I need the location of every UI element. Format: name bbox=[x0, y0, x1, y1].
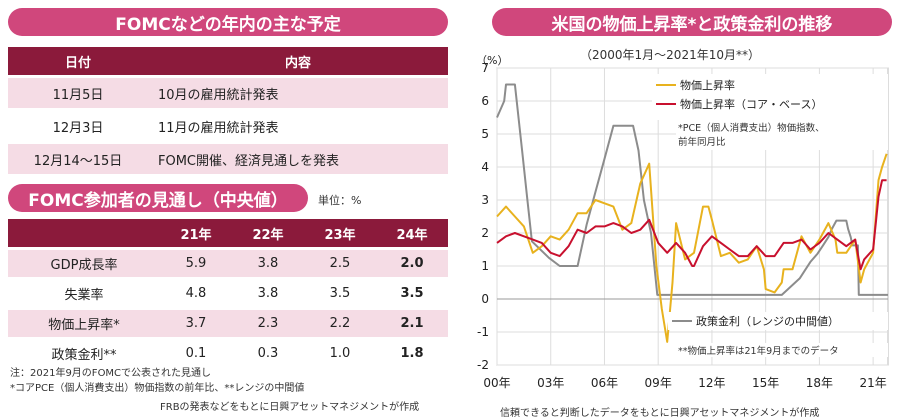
forecast-value: 0.1 bbox=[160, 340, 232, 367]
legend-bottom: 政策金利（レンジの中間値） bbox=[668, 312, 888, 330]
forecast-value: 2.1 bbox=[376, 310, 448, 337]
footnote-2: *コアPCE（個人消費支出）物価指数の前年比、**レンジの中間値 bbox=[10, 383, 305, 394]
series-layer bbox=[496, 83, 888, 343]
y-tick-label: 7 bbox=[481, 61, 489, 75]
chart-subtitle: （2000年1月～2021年10月**） bbox=[580, 48, 760, 62]
forecast-value: 3.5 bbox=[304, 280, 376, 307]
forecast-header-year: 23年 bbox=[304, 219, 376, 247]
forecast-label: 政策金利** bbox=[8, 340, 160, 367]
forecast-unit: 単位：% bbox=[318, 194, 362, 207]
y-tick-label: -1 bbox=[477, 325, 489, 339]
y-tick-label: 1 bbox=[481, 259, 489, 273]
series-line-core bbox=[496, 179, 887, 271]
chart-title: 米国の物価上昇率*と政策金利の推移 bbox=[551, 14, 833, 35]
x-tick-label: 00年 bbox=[483, 376, 510, 390]
schedule-table: 日付 内容 11月5日 10月の雇用統計発表 12月3日 11月の雇用統計発表 … bbox=[8, 44, 448, 177]
y-tick-label: 3 bbox=[481, 193, 489, 207]
forecast-value: 2.3 bbox=[232, 310, 304, 337]
legend-top: 物価上昇率 物価上昇率（コア・ベース） bbox=[652, 74, 888, 120]
schedule-header-row: 日付 内容 bbox=[8, 47, 448, 75]
forecast-value: 2.0 bbox=[376, 250, 448, 277]
plot-frame bbox=[496, 67, 889, 366]
forecast-value: 1.0 bbox=[304, 340, 376, 367]
forecast-value: 2.5 bbox=[304, 250, 376, 277]
forecast-header-year: 22年 bbox=[232, 219, 304, 247]
forecast-label: GDP成長率 bbox=[8, 250, 160, 277]
grid-layer bbox=[496, 67, 889, 366]
forecast-header-year: 24年 bbox=[376, 219, 448, 247]
chart-source: 信頼できると判断したデータをもとに日興アセットマネジメントが作成 bbox=[500, 408, 820, 419]
forecast-table: 21年 22年 23年 24年 GDP成長率 5.9 3.8 2.5 2.0 失… bbox=[8, 216, 448, 370]
y-axis-unit: （%） bbox=[476, 54, 508, 67]
schedule-title: FOMCなどの年内の主な予定 bbox=[115, 14, 341, 35]
y-tick-label: 5 bbox=[481, 127, 489, 141]
table-row: 政策金利** 0.1 0.3 1.0 1.8 bbox=[8, 340, 448, 367]
annotation-line-2: 前年同月比 bbox=[678, 136, 726, 148]
table-row: 失業率 4.8 3.8 3.5 3.5 bbox=[8, 280, 448, 307]
axis-layer: -2 -1 0 1 2 3 4 5 6 7 00年 03年 06年 09年 12年 15年 18年 21年 bbox=[477, 61, 887, 390]
x-tick-label: 03年 bbox=[537, 376, 564, 390]
table-row: GDP成長率 5.9 3.8 2.5 2.0 bbox=[8, 250, 448, 277]
forecast-header-year: 21年 bbox=[160, 219, 232, 247]
schedule-content: 11月の雇用統計発表 bbox=[148, 111, 448, 141]
schedule-content: FOMC開催、経済見通しを発表 bbox=[148, 144, 448, 174]
forecast-header-blank bbox=[8, 219, 160, 247]
forecast-value: 3.8 bbox=[232, 280, 304, 307]
schedule-date: 12月14～15日 bbox=[8, 144, 148, 174]
annotation-pce: *PCE（個人消費支出）物価指数、 前年同月比 bbox=[676, 120, 888, 150]
y-tick-label: -2 bbox=[477, 358, 489, 372]
legend-label-rate: 政策金利（レンジの中間値） bbox=[696, 314, 839, 328]
forecast-label: 物価上昇率* bbox=[8, 310, 160, 337]
x-tick-label: 06年 bbox=[591, 376, 618, 390]
left-source: FRBの発表などをもとに日興アセットマネジメントが作成 bbox=[160, 402, 420, 413]
schedule-content: 10月の雇用統計発表 bbox=[148, 78, 448, 108]
y-tick-label: 2 bbox=[481, 226, 489, 240]
forecast-title-banner: FOMC参加者の見通し（中央値） bbox=[8, 184, 308, 212]
forecast-value: 1.8 bbox=[376, 340, 448, 367]
series-line-price bbox=[496, 153, 888, 343]
x-tick-label: 18年 bbox=[806, 376, 833, 390]
x-tick-label: 09年 bbox=[645, 376, 672, 390]
forecast-value: 3.8 bbox=[232, 250, 304, 277]
y-tick-label: 4 bbox=[481, 160, 489, 174]
y-tick-label: 0 bbox=[481, 292, 489, 306]
x-tick-label: 15年 bbox=[752, 376, 779, 390]
schedule-title-banner: FOMCなどの年内の主な予定 bbox=[8, 8, 448, 36]
forecast-value: 3.7 bbox=[160, 310, 232, 337]
footnote-1: 注：2021年9月のFOMCで公表された見通し bbox=[10, 368, 212, 379]
forecast-value: 2.2 bbox=[304, 310, 376, 337]
forecast-label: 失業率 bbox=[8, 280, 160, 307]
table-row: 物価上昇率* 3.7 2.3 2.2 2.1 bbox=[8, 310, 448, 337]
x-tick-label: 21年 bbox=[859, 376, 886, 390]
forecast-title: FOMC参加者の見通し（中央値） bbox=[28, 190, 288, 211]
annotation-data-note: **物価上昇率は21年9月までのデータ bbox=[678, 345, 839, 357]
table-row: 12月14～15日 FOMC開催、経済見通しを発表 bbox=[8, 144, 448, 174]
schedule-date: 12月3日 bbox=[8, 111, 148, 141]
legend-label-core: 物価上昇率（コア・ベース） bbox=[680, 97, 822, 111]
series-line-policy-rate bbox=[496, 83, 888, 296]
forecast-value: 3.5 bbox=[376, 280, 448, 307]
table-row: 11月5日 10月の雇用統計発表 bbox=[8, 78, 448, 108]
forecast-value: 0.3 bbox=[232, 340, 304, 367]
table-row: 12月3日 11月の雇用統計発表 bbox=[8, 111, 448, 141]
forecast-value: 5.9 bbox=[160, 250, 232, 277]
x-tick-label: 12年 bbox=[698, 376, 725, 390]
forecast-header-row: 21年 22年 23年 24年 bbox=[8, 219, 448, 247]
annotation-line-1: *PCE（個人消費支出）物価指数、 bbox=[678, 122, 825, 134]
legend-label-price: 物価上昇率 bbox=[680, 78, 735, 92]
y-tick-label: 6 bbox=[481, 94, 489, 108]
schedule-date: 11月5日 bbox=[8, 78, 148, 108]
chart-title-banner: 米国の物価上昇率*と政策金利の推移 bbox=[492, 8, 892, 36]
schedule-header-content: 内容 bbox=[148, 47, 448, 75]
forecast-value: 4.8 bbox=[160, 280, 232, 307]
schedule-header-date: 日付 bbox=[8, 47, 148, 75]
